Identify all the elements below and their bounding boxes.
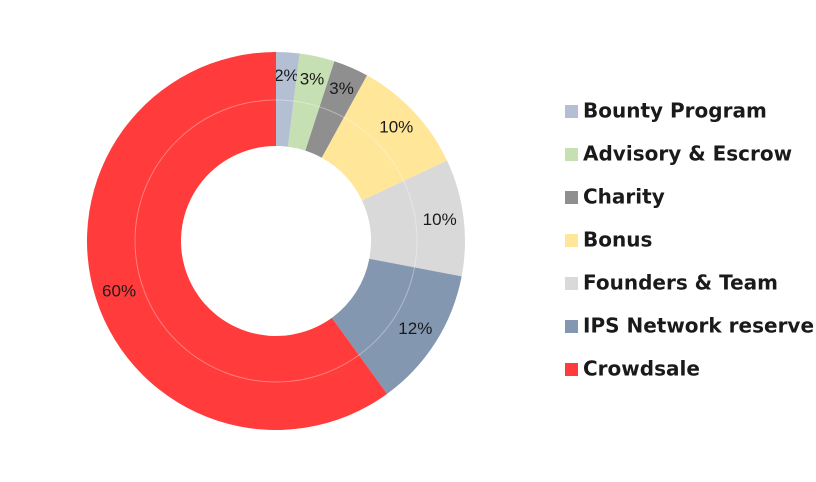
data-label: 2% (274, 66, 299, 85)
legend-swatch (565, 277, 578, 290)
ring-line (134, 99, 418, 383)
data-label: 3% (300, 69, 325, 88)
donut-slice (305, 61, 368, 158)
legend-label: Bounty Program (583, 99, 767, 123)
legend-swatch (565, 320, 578, 333)
legend-label: Charity (583, 185, 665, 209)
data-label: 10% (379, 118, 413, 137)
data-label: 60% (102, 281, 136, 300)
legend-label: IPS Network reserve (583, 314, 814, 338)
data-label: 3% (329, 79, 354, 98)
legend-label: Founders & Team (583, 271, 778, 295)
donut-slice (276, 52, 300, 147)
donut-slice (86, 52, 388, 430)
donut-slice (321, 75, 448, 201)
data-label: 10% (423, 210, 457, 229)
legend-swatch (565, 191, 578, 204)
data-label: 12% (398, 319, 432, 338)
legend-swatch (565, 363, 578, 376)
legend-label: Advisory & Escrow (583, 142, 792, 166)
donut-slice (287, 53, 335, 151)
legend-label: Crowdsale (583, 357, 700, 381)
legend-swatch (565, 234, 578, 247)
donut-slice (331, 258, 462, 394)
legend-swatch (565, 105, 578, 118)
legend-swatch (565, 148, 578, 161)
donut-slice (361, 160, 465, 277)
legend-label: Bonus (583, 228, 652, 252)
